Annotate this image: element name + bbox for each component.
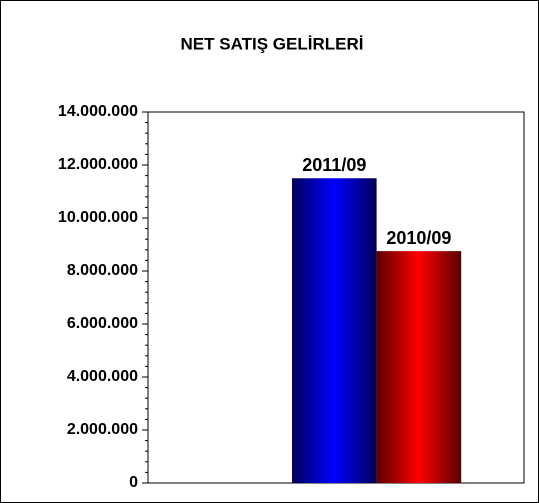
y-tick-label: 4.000.000 (67, 368, 138, 385)
chart-title: NET SATIŞ GELİRLERİ (181, 34, 364, 53)
y-tick-label: 0 (129, 474, 138, 491)
y-tick-label: 12.000.000 (58, 156, 138, 173)
y-tick-label: 2.000.000 (67, 421, 138, 438)
y-tick-label: 8.000.000 (67, 262, 138, 279)
bar-label: 2011/09 (302, 155, 366, 175)
bar (376, 251, 462, 483)
bar (292, 178, 377, 483)
y-tick-label: 14.000.000 (58, 103, 138, 120)
bar-label: 2010/09 (386, 228, 451, 248)
y-tick-label: 10.000.000 (58, 209, 138, 226)
y-tick-label: 6.000.000 (67, 315, 138, 332)
